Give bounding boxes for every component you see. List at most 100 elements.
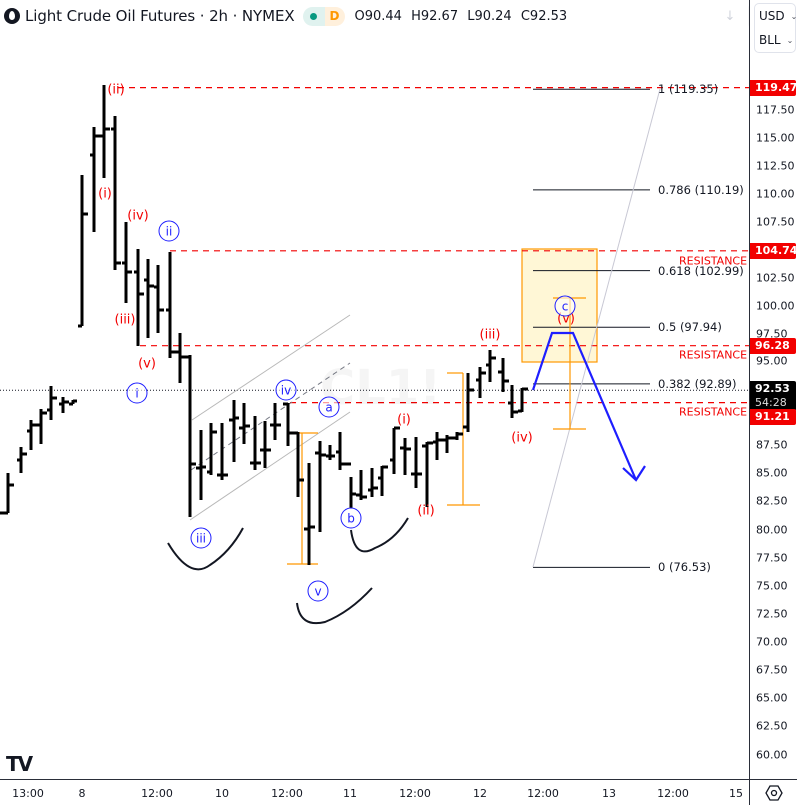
- fib-trend-line: [532, 88, 661, 568]
- tradingview-logo[interactable]: TV: [6, 752, 33, 776]
- price-tick: 85.00: [756, 466, 788, 480]
- fib-label-0: 0 (76.53): [658, 560, 711, 574]
- price-tick: 70.00: [756, 635, 788, 649]
- market-open-dot-icon: [310, 12, 317, 20]
- wave-label-red: (iv): [511, 430, 533, 446]
- resistance-lines: [118, 86, 749, 404]
- price-tag-91: 91.21: [750, 409, 796, 425]
- ohlc-bars: [0, 85, 528, 565]
- price-tick: 110.00: [756, 187, 795, 201]
- price-tag-104: 104.74: [750, 243, 797, 259]
- chart-top-icons: ↓ ⛶: [718, 4, 749, 28]
- time-axis[interactable]: 13:00 8 12:00 10 12:00 11 12:00 12 12:00…: [0, 779, 749, 805]
- time-tick: 12:00: [657, 787, 689, 800]
- price-tick: 77.50: [756, 551, 788, 565]
- price-tick: 75.00: [756, 579, 788, 593]
- wave-label-red: (i): [98, 186, 112, 202]
- time-tick: 13: [602, 787, 616, 800]
- time-tick: 8: [78, 787, 86, 800]
- time-tick: 12:00: [271, 787, 303, 800]
- unit-dropdown[interactable]: BLL ⌄: [755, 28, 795, 52]
- time-tick: 10: [215, 787, 229, 800]
- currency-dropdown[interactable]: USD ⌄: [755, 4, 797, 28]
- wave-arcs: [167, 517, 409, 625]
- open-value: 90.44: [364, 8, 402, 24]
- price-tick: 117.50: [756, 103, 795, 117]
- channel-lines: [189, 314, 351, 521]
- wave-label-red: (iii): [479, 327, 501, 343]
- resistance-label: RESISTANCE: [679, 254, 748, 268]
- low-key: L: [467, 8, 475, 24]
- wave-label-blue: c: [554, 295, 576, 317]
- high-value: 92.67: [420, 8, 459, 24]
- arrow-down-icon[interactable]: ↓: [724, 8, 736, 24]
- time-tick: 13:00: [12, 787, 44, 800]
- fib-label-05: 0.5 (97.94): [658, 320, 722, 334]
- market-status-pill[interactable]: D: [302, 6, 345, 26]
- price-tick: 102.50: [756, 271, 795, 285]
- price-tick: 95.00: [756, 354, 788, 368]
- close-key: C: [520, 8, 530, 24]
- fullscreen-icon[interactable]: ⛶: [748, 4, 749, 28]
- price-tick: 97.50: [756, 327, 788, 341]
- currency-label: USD: [759, 9, 785, 23]
- wave-label-red: (v): [138, 356, 156, 372]
- chevron-down-icon: ⌄: [790, 11, 797, 21]
- wave-label-blue: a: [318, 396, 340, 418]
- bar-countdown: 54:28: [755, 396, 787, 409]
- time-tick: 12:00: [527, 787, 559, 800]
- low-value: 90.24: [474, 8, 512, 24]
- price-tag-96: 96.28: [750, 338, 796, 354]
- time-tick: 12:00: [399, 787, 431, 800]
- price-axis[interactable]: USD ⌄ BLL ⌄ 117.50 115.00 112.50 110.00 10…: [749, 0, 797, 779]
- price-tick: 80.00: [756, 523, 788, 537]
- price-tick: 65.00: [756, 691, 788, 705]
- time-tick: 12: [473, 787, 487, 800]
- currency-unit-selector[interactable]: USD ⌄ BLL ⌄: [754, 3, 797, 53]
- chart-area[interactable]: CL1! Light Crude Oil Futures · 2h · NYME…: [0, 0, 749, 779]
- fib-lines: [533, 88, 650, 568]
- open-key: O: [354, 8, 365, 24]
- price-tick: 60.00: [756, 748, 788, 762]
- chart-header: Light Crude Oil Futures · 2h · NYMEX D O…: [4, 6, 572, 26]
- resistance-label: RESISTANCE: [679, 348, 748, 362]
- last-price-tag: 92.53 54:28: [750, 381, 796, 411]
- wave-label-blue: i: [126, 382, 148, 404]
- wave-label-blue: ii: [158, 220, 180, 242]
- wave-label-red: (ii): [107, 82, 125, 98]
- chart-settings-button[interactable]: [749, 779, 797, 805]
- price-tick: 82.50: [756, 494, 788, 508]
- wave-label-blue: v: [307, 580, 329, 602]
- last-price-value: 92.53: [755, 382, 790, 395]
- resistance-label: RESISTANCE: [679, 405, 748, 419]
- unit-label: BLL: [759, 33, 781, 47]
- oil-drop-icon: [4, 8, 20, 24]
- price-tick: 87.50: [756, 438, 788, 452]
- close-value: 92.53: [529, 8, 568, 24]
- time-tick: 12:00: [141, 787, 173, 800]
- wave-label-blue: b: [340, 507, 362, 529]
- delayed-badge: D: [324, 6, 345, 26]
- wave-label-red: (iv): [127, 208, 149, 224]
- fib-label-0618: 0.618 (102.99): [658, 264, 744, 278]
- price-tick: 107.50: [756, 215, 795, 229]
- wave-label-blue: iii: [190, 527, 212, 549]
- symbol-title[interactable]: Light Crude Oil Futures · 2h · NYMEX: [25, 7, 295, 25]
- wave-label-blue: iv: [275, 379, 297, 401]
- chevron-down-icon: ⌄: [786, 35, 794, 45]
- price-chart-canvas[interactable]: [0, 0, 749, 779]
- price-tick: 62.50: [756, 719, 788, 733]
- settings-hexagon-icon: [764, 784, 783, 801]
- price-tick: 100.00: [756, 299, 795, 313]
- wave-label-red: (ii): [417, 503, 435, 519]
- wave-label-red: (i): [397, 412, 411, 428]
- fib-label-0786: 0.786 (110.19): [658, 183, 744, 197]
- fib-label-1: 1 (119.35): [658, 82, 719, 96]
- high-key: H: [411, 8, 421, 24]
- wave-label-red: (iii): [114, 312, 136, 328]
- symbol-watermark: CL1!: [320, 360, 441, 416]
- price-tick: 67.50: [756, 663, 788, 677]
- fib-label-0382: 0.382 (92.89): [658, 377, 737, 391]
- time-tick: 15: [729, 787, 743, 800]
- price-tag-119: 119.47: [750, 80, 797, 96]
